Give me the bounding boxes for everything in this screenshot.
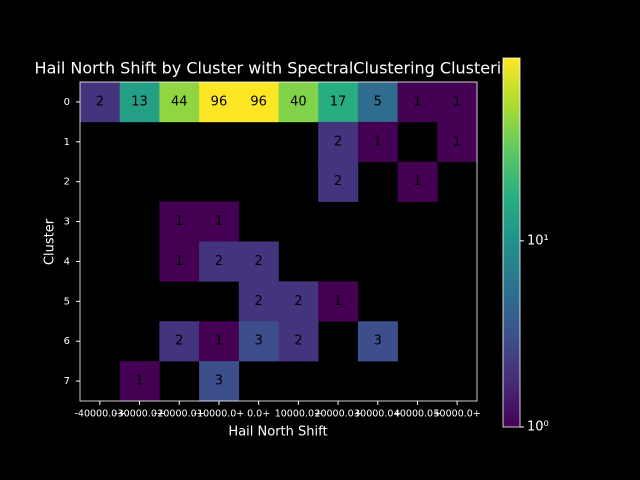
colorbar [502,57,521,428]
cell-label: 3 [255,334,263,349]
x-tick-label: 0.0+ [247,409,270,420]
x-tick-label: -20000.0+ [154,409,205,420]
cell-label: 3 [215,374,223,389]
heatmap-cell [318,161,359,202]
cell-label: 5 [374,94,382,109]
cell-label: 1 [334,294,342,309]
heatmap-cell [80,82,120,123]
heatmap-cell [357,82,398,123]
x-tick-label: -40000.0+ [75,409,126,420]
heatmap-cell [159,82,200,123]
cell-label: 1 [175,214,183,229]
y-tick-label: 1 [64,137,70,148]
cell-label: 44 [171,94,188,109]
heatmap-cell [159,201,200,242]
heatmap-cell [238,281,279,322]
heatmap-cell [199,82,240,123]
heatmap-cell [119,361,160,402]
heatmap-cell [357,121,398,163]
cell-label: 2 [96,94,104,109]
heatmap-cell [437,82,478,123]
heatmap-cell [318,281,359,322]
cell-label: 1 [175,254,183,269]
heatmap-cell [119,82,160,123]
cell-label: 1 [413,174,421,189]
heatmap-cell [238,321,279,362]
heatmap-cell [159,321,200,362]
y-tick-label: 4 [64,256,70,267]
cell-label: 2 [175,334,183,349]
heatmap-cell [199,361,240,402]
cell-label: 1 [374,134,382,149]
heatmap-cell [199,201,240,242]
cell-label: 2 [294,334,302,349]
heatmap-cell [357,321,398,362]
cell-label: 1 [135,374,143,389]
cell-label: 2 [294,294,302,309]
heatmap-cell [318,121,359,163]
heatmap-cell [278,82,319,123]
cell-label: 3 [374,334,382,349]
cell-label: 2 [215,254,223,269]
x-tick-label: 10000.0+ [275,409,322,420]
heatmap-cell [159,241,200,282]
cell-label: 1 [453,134,461,149]
colorbar-tick-label: 10⁰ [527,420,549,435]
x-tick-label: 20000.0+ [314,409,361,420]
heatmap-cell [397,161,438,202]
x-tick-label: 50000.0+ [434,409,481,420]
x-tick-label: 30000.0+ [354,409,401,420]
heatmap-cell [238,82,279,123]
cell-label: 2 [334,174,342,189]
heatmap-cell [278,321,319,362]
y-tick-label: 3 [64,217,70,228]
cell-label: 17 [330,94,347,109]
y-tick-label: 5 [64,296,70,307]
plot-frame [79,81,478,402]
x-tick-label: 40000.0+ [394,409,441,420]
heatmap-cell [199,321,240,362]
heatmap-cell [437,121,478,163]
y-tick-label: 2 [64,177,70,188]
heatmap-cell [199,241,240,282]
cell-label: 1 [413,94,421,109]
x-tick-label: -10000.0+ [194,409,245,420]
chart-title: Hail North Shift by Cluster with Spectra… [35,59,522,78]
cell-label: 1 [453,94,461,109]
heatmap-cell [238,241,279,282]
cell-label: 96 [211,94,228,109]
y-tick-label: 0 [64,97,70,108]
y-tick-label: 7 [64,376,70,387]
cell-label: 1 [215,334,223,349]
x-tick-label: -30000.0+ [114,409,165,420]
cell-label: 96 [250,94,267,109]
cell-label: 40 [290,94,307,109]
cell-label: 1 [215,214,223,229]
heatmap-cell [318,82,359,123]
colorbar-tick-label: 10¹ [527,233,549,248]
cell-label: 2 [255,294,263,309]
y-axis-label: Cluster [43,218,58,265]
cell-label: 13 [131,94,148,109]
cell-label: 2 [334,134,342,149]
x-axis-label: Hail North Shift [228,425,327,440]
y-tick-label: 6 [64,336,70,347]
heatmap-cell [278,281,319,322]
cell-label: 2 [255,254,263,269]
heatmap-cell [397,82,438,123]
